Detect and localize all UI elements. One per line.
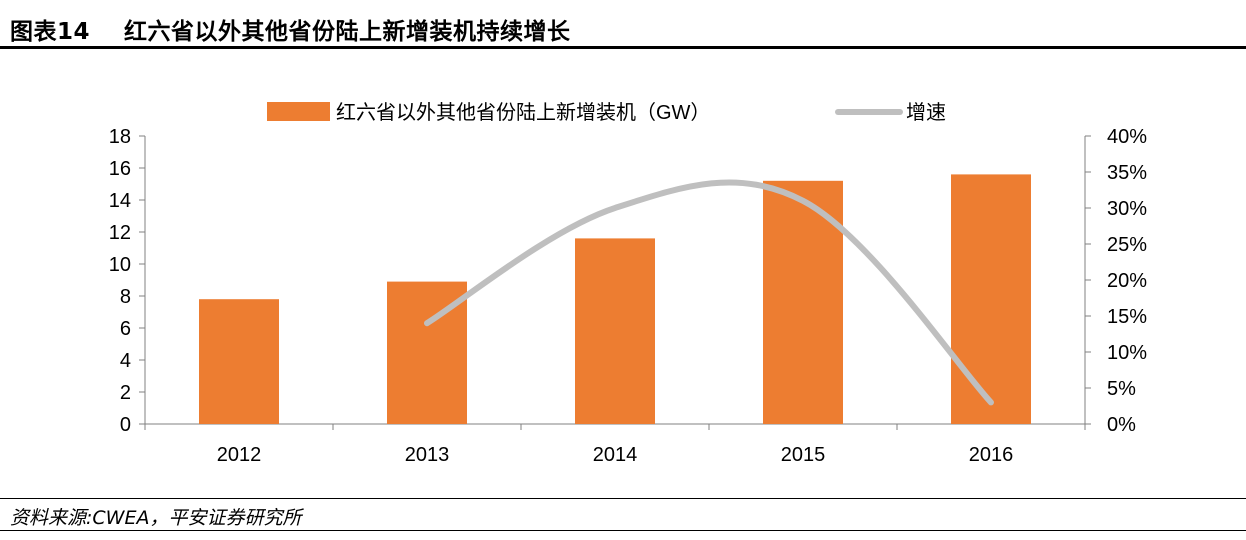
legend-line-label: 增速: [906, 101, 946, 124]
right-axis-tick-label: 20%: [1107, 270, 1147, 292]
right-axis-tick-label: 30%: [1107, 198, 1147, 220]
right-axis-tick-label: 35%: [1107, 162, 1147, 184]
x-axis-tick-label: 2015: [781, 444, 826, 466]
left-axis-tick-label: 8: [120, 286, 131, 308]
left-axis-tick-label: 18: [109, 126, 131, 148]
left-axis-tick-label: 10: [109, 254, 131, 276]
right-axis-tick-label: 15%: [1107, 306, 1147, 328]
bars: [199, 174, 1031, 424]
right-axis-tick-label: 0%: [1107, 414, 1136, 436]
bar-2012: [199, 299, 279, 424]
right-axis-tick-label: 25%: [1107, 234, 1147, 256]
figure-title-row: 图表14 红六省以外其他省份陆上新增装机持续增长: [10, 12, 571, 46]
legend: 红六省以外其他省份陆上新增装机（GW） 增速: [267, 101, 946, 124]
source-note: 资料来源:CWEA，平安证券研究所: [10, 507, 302, 529]
x-axis-tick-label: 2016: [969, 444, 1014, 466]
source-rule: [0, 498, 1246, 499]
right-axis-tick-label: 5%: [1107, 378, 1136, 400]
figure-title: 红六省以外其他省份陆上新增装机持续增长: [124, 19, 571, 45]
left-axis-tick-label: 0: [120, 414, 131, 436]
left-axis-tick-label: 16: [109, 158, 131, 180]
left-axis-tick-label: 2: [120, 382, 131, 404]
bar-2014: [575, 238, 655, 424]
legend-bar-swatch: [267, 102, 330, 121]
top-rule: [0, 46, 1246, 49]
bar-2016: [951, 174, 1031, 424]
left-axis-tick-label: 6: [120, 318, 131, 340]
left-axis-tick-label: 4: [120, 350, 131, 372]
right-axis-tick-label: 10%: [1107, 342, 1147, 364]
growth-line-path: [424, 179, 994, 406]
x-axis-tick-label: 2012: [217, 444, 262, 466]
growth-line: [424, 179, 994, 406]
right-axis-tick-label: 40%: [1107, 126, 1147, 148]
left-axis-tick-label: 14: [109, 190, 131, 212]
left-axis-tick-label: 12: [109, 222, 131, 244]
axes: 0 2 4 6 8 10 12 14 16 18 0% 5% 10% 15% 20% 25% 30% 35% 40%…: [109, 126, 1147, 466]
figure-label: 图表14: [10, 19, 91, 45]
x-axis-tick-label: 2014: [593, 444, 638, 466]
chart: 红六省以外其他省份陆上新增装机（GW） 增速 0 2 4 6 8 10 12 14 16 18 0%…: [109, 101, 1147, 466]
x-axis-tick-label: 2013: [405, 444, 450, 466]
legend-bar-label: 红六省以外其他省份陆上新增装机（GW）: [336, 101, 710, 124]
bottom-rule: [0, 530, 1246, 531]
